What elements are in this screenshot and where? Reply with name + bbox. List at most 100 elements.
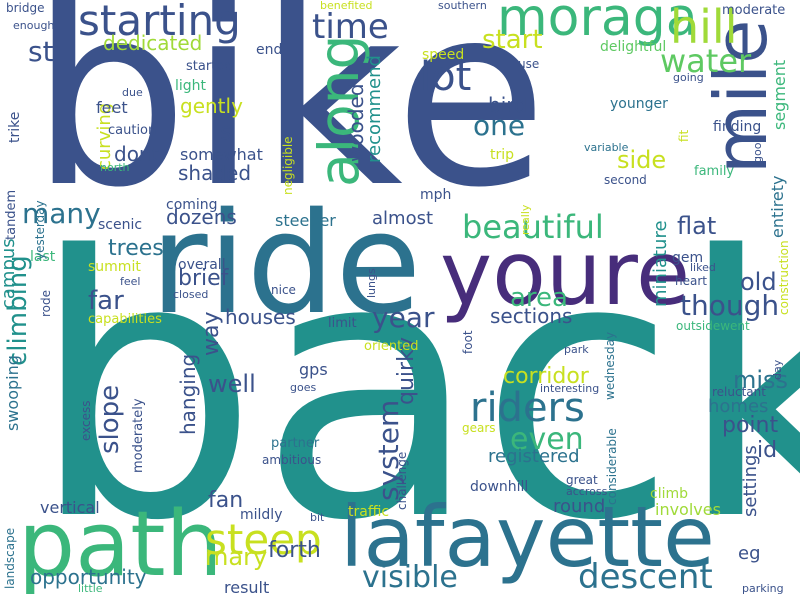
cloud-word: little — [78, 582, 103, 595]
cloud-word: miniature — [650, 220, 671, 307]
cloud-word: steeper — [275, 211, 336, 230]
cloud-word: traffic — [348, 504, 390, 520]
cloud-word: trees — [108, 236, 164, 261]
cloud-word: eg — [738, 543, 761, 564]
cloud-word: descent — [578, 557, 713, 597]
cloud-word: time — [312, 7, 389, 47]
cloud-word: southern — [438, 0, 487, 12]
cloud-word: miss — [733, 366, 789, 394]
cloud-word: gears — [462, 421, 496, 435]
cloud-word: corridor — [503, 364, 589, 389]
cloud-word: gently — [180, 94, 243, 118]
cloud-word: end — [256, 42, 283, 58]
cloud-word: dont — [114, 142, 160, 166]
cloud-word: starting — [78, 0, 241, 45]
cloud-word: many — [22, 197, 101, 230]
cloud-word: enough — [13, 19, 55, 32]
cloud-word: oriented — [364, 339, 419, 354]
cloud-word: overall — [178, 257, 226, 273]
cloud-word: even — [510, 422, 584, 457]
cloud-word: slope — [95, 384, 125, 454]
cloud-word: family — [694, 164, 735, 179]
cloud-word: visible — [362, 560, 458, 595]
cloud-word: area — [510, 283, 568, 313]
cloud-word: hill — [670, 0, 738, 54]
cloud-word: way — [199, 311, 224, 357]
cloud-word: liked — [690, 261, 716, 274]
cloud-word: swooping — [3, 355, 22, 431]
cloud-word: trip — [490, 147, 515, 163]
cloud-word: speed — [422, 47, 465, 63]
cloud-word: bird — [488, 93, 527, 117]
cloud-word: mildly — [240, 507, 283, 523]
cloud-word: brief — [178, 266, 229, 291]
cloud-word: north — [100, 161, 130, 174]
cloud-word: hanging — [176, 353, 200, 435]
cloud-word: bike — [30, 0, 548, 242]
cloud-word: limit — [328, 316, 357, 331]
cloud-word: wooded — [344, 83, 368, 162]
cloud-word: closed — [173, 288, 209, 301]
cloud-word: going — [673, 71, 704, 84]
cloud-word: bridge — [6, 1, 45, 15]
cloud-word: result — [224, 578, 270, 597]
cloud-word: negligible — [281, 136, 295, 195]
cloud-word: really — [519, 204, 532, 235]
cloud-word: moderate — [722, 3, 786, 18]
cloud-word: start — [482, 25, 543, 55]
cloud-word: side — [617, 146, 667, 174]
cloud-word: almost — [372, 208, 434, 229]
cloud-word: though — [680, 289, 780, 322]
cloud-word: landscape — [3, 527, 17, 589]
cloud-word: path — [18, 492, 223, 597]
cloud-word: day — [771, 359, 784, 380]
cloud-word: riders — [470, 385, 585, 431]
cloud-word: delightful — [600, 39, 667, 55]
cloud-word: point — [722, 413, 779, 438]
cloud-word: registered — [488, 446, 580, 467]
cloud-word: scenic — [98, 217, 143, 233]
cloud-word: summit — [88, 259, 141, 275]
cloud-word: sections — [490, 304, 573, 328]
cloud-word: goes — [290, 381, 317, 394]
cloud-word: nice — [271, 283, 296, 297]
cloud-word: started — [186, 59, 233, 74]
cloud-word: tandem — [4, 189, 19, 240]
cloud-word: yesterday — [33, 200, 47, 260]
cloud-word: bit — [310, 511, 325, 524]
cloud-word: finding — [713, 119, 762, 135]
cloud-word: due — [122, 86, 143, 99]
cloud-word: second — [604, 173, 647, 187]
cloud-word: lot — [420, 54, 472, 100]
cloud-word: opportunity — [30, 565, 147, 589]
cloud-word: coming — [166, 197, 218, 213]
cloud-word: ride — [150, 183, 422, 346]
cloud-word: construction — [777, 240, 791, 315]
cloud-word: feet — [96, 98, 128, 117]
cloud-word: one — [473, 109, 526, 142]
cloud-word: capabilities — [88, 312, 162, 327]
cloud-word: back — [30, 180, 800, 599]
cloud-word: reluctant — [712, 385, 766, 399]
cloud-word: shaded — [178, 161, 252, 185]
cloud-word: benefited — [320, 0, 373, 12]
cloud-word: lungs — [365, 268, 378, 298]
cloud-word: entirety — [768, 175, 787, 238]
cloud-word: houses — [225, 305, 296, 329]
cloud-word: beautiful — [462, 208, 604, 246]
cloud-word: settings — [740, 445, 761, 517]
cloud-word: flat — [677, 212, 717, 240]
cloud-word: st — [28, 35, 54, 68]
cloud-word: lafayette — [340, 488, 715, 586]
cloud-word: ambitious — [262, 453, 322, 467]
cloud-word: gem — [672, 250, 704, 266]
cloud-word: dozens — [166, 205, 237, 229]
cloud-word: partner — [271, 436, 320, 451]
cloud-word: downhill — [470, 479, 529, 495]
cloud-word: forth — [268, 538, 321, 563]
cloud-word: segment — [770, 59, 789, 130]
cloud-word: far — [88, 286, 124, 316]
cloud-word: accross — [566, 485, 608, 498]
cloud-word: great — [566, 473, 598, 487]
cloud-word: somewhat — [180, 145, 263, 164]
